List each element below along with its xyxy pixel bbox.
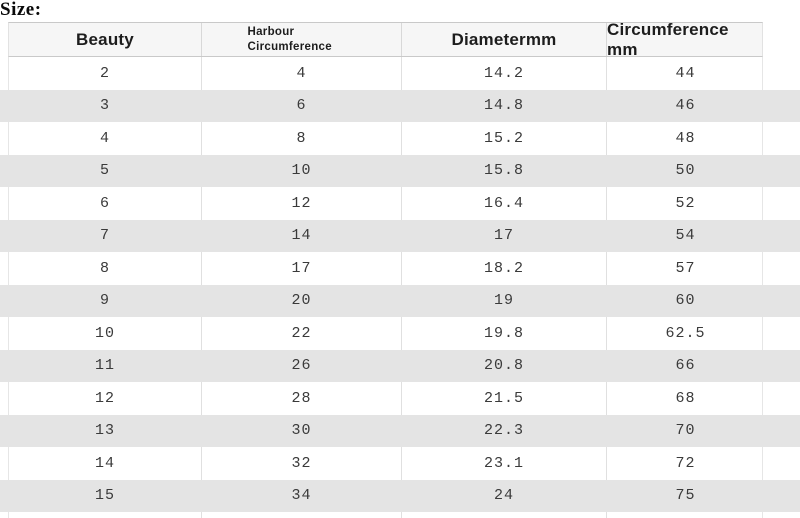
cell-diameter: 18.2 — [401, 252, 606, 285]
cell-circumference: 60 — [675, 292, 696, 310]
cell-beauty: 2 — [99, 64, 110, 82]
cell-harbour: 28 — [201, 382, 401, 415]
table-row: 8 17 18.2 57 — [0, 252, 800, 285]
table-row: 12 28 21.5 68 — [0, 382, 800, 415]
table-row: 6 12 16.4 52 — [0, 187, 800, 220]
cell-beauty: 7 — [99, 227, 110, 245]
table-row: 5 10 15.8 50 — [0, 154, 800, 187]
header-cell-group: Beauty Harbour Circumference Diametermm … — [8, 20, 764, 59]
header-harbour-circumference-text: Harbour Circumference — [247, 25, 332, 53]
table-row: 14 32 23.1 72 — [0, 447, 800, 480]
cell-beauty: 3 — [99, 97, 110, 115]
cell-circumference: 70 — [675, 422, 696, 440]
page-title: Size: — [0, 0, 42, 20]
cell-circumference: 44 — [606, 57, 764, 90]
cell-beauty: 9 — [99, 292, 110, 310]
cell-beauty: 11 — [94, 357, 115, 375]
table-row: 10 22 19.8 62.5 — [0, 317, 800, 350]
cell-diameter: 23.1 — [401, 447, 606, 480]
cell-harbour: 6 — [296, 97, 307, 115]
cell-diameter: 21.5 — [401, 382, 606, 415]
cell-beauty: 13 — [94, 422, 115, 440]
cell-harbour: 17 — [201, 252, 401, 285]
cell-circumference: 62.5 — [606, 317, 764, 350]
cell-diameter: 14.8 — [483, 97, 524, 115]
cell-circumference: 54 — [675, 227, 696, 245]
cell-harbour: 8 — [201, 122, 401, 155]
cell-beauty: 12 — [94, 389, 115, 407]
table-header-row: Beauty Harbour Circumference Diametermm … — [0, 20, 800, 59]
cell-diameter: 19.8 — [401, 317, 606, 350]
cell-harbour: 20 — [291, 292, 312, 310]
size-table: Beauty Harbour Circumference Diametermm … — [0, 20, 800, 518]
cell-circumference: 72 — [606, 447, 764, 480]
cell-circumference: 48 — [606, 122, 764, 155]
header-circumference-mm: Circumference mm — [606, 20, 764, 59]
cell-harbour: 30 — [291, 422, 312, 440]
table-row: 9 20 19 60 — [0, 284, 800, 317]
cell-harbour: 22 — [201, 317, 401, 350]
cell-diameter: 15.8 — [483, 162, 524, 180]
cell-circumference: 68 — [606, 382, 764, 415]
cell-diameter: 22.3 — [483, 422, 524, 440]
header-beauty: Beauty — [76, 29, 134, 49]
table-row: 2 4 14.2 44 — [0, 57, 800, 90]
cell-beauty: 6 — [99, 194, 110, 212]
cell-beauty: 14 — [94, 454, 115, 472]
cell-beauty: 4 — [99, 129, 110, 147]
left-margin-spacer — [0, 22, 8, 57]
cell-diameter: 19 — [493, 292, 514, 310]
cell-beauty: 8 — [99, 259, 110, 277]
cell-harbour: 12 — [201, 187, 401, 220]
table-row: 13 30 22.3 70 — [0, 414, 800, 447]
header-harbour-circumference: Harbour Circumference — [201, 23, 401, 56]
table-row: 4 8 15.2 48 — [0, 122, 800, 155]
cell-beauty: 10 — [94, 324, 115, 342]
cell-harbour: 4 — [201, 57, 401, 90]
table-row: 15 34 24 75 — [0, 479, 800, 512]
cell-harbour: 14 — [291, 227, 312, 245]
cell-diameter: 14.2 — [401, 57, 606, 90]
cell-diameter: 24 — [493, 487, 514, 505]
table-row: 7 14 17 54 — [0, 219, 800, 252]
header-diameter-mm: Diametermm — [401, 23, 606, 56]
cell-harbour: 34 — [291, 487, 312, 505]
cell-diameter: 17 — [493, 227, 514, 245]
table-row: 11 26 20.8 66 — [0, 349, 800, 382]
cell-circumference: 46 — [675, 97, 696, 115]
cell-circumference: 50 — [675, 162, 696, 180]
table-body: 2 4 14.2 44 3 6 14.8 46 4 8 15.2 48 5 10… — [0, 57, 800, 512]
cell-circumference: 52 — [606, 187, 764, 220]
cell-diameter: 16.4 — [401, 187, 606, 220]
cell-harbour: 10 — [291, 162, 312, 180]
cell-diameter: 15.2 — [401, 122, 606, 155]
cell-beauty: 15 — [94, 487, 115, 505]
cell-beauty: 5 — [99, 162, 110, 180]
partial-next-row — [0, 512, 800, 518]
cell-diameter: 20.8 — [483, 357, 524, 375]
table-row: 3 6 14.8 46 — [0, 89, 800, 122]
cell-circumference: 75 — [675, 487, 696, 505]
cell-harbour: 26 — [291, 357, 312, 375]
cell-circumference: 66 — [675, 357, 696, 375]
cell-circumference: 57 — [606, 252, 764, 285]
cell-harbour: 32 — [201, 447, 401, 480]
right-margin-spacer — [763, 22, 800, 57]
